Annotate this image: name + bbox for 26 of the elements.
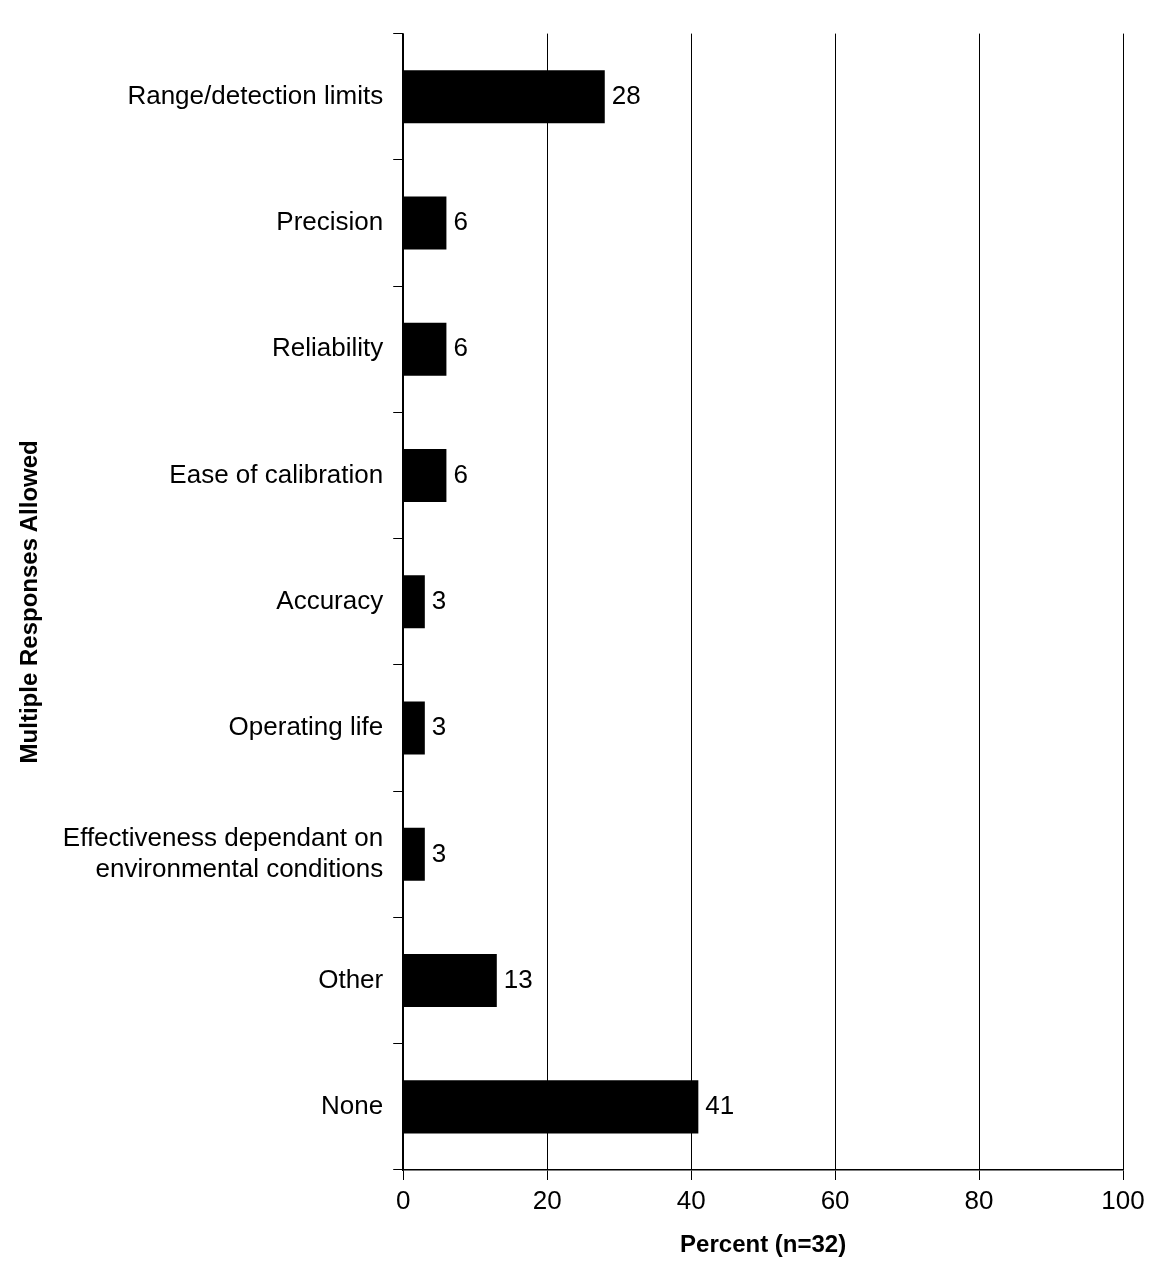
data-label: 6: [453, 458, 468, 489]
data-label: 13: [503, 963, 533, 994]
y-tick-label: Operating life: [228, 711, 384, 742]
data-label: 28: [611, 79, 641, 110]
y-tick-label: Precision: [276, 206, 384, 237]
y-tick-label: Reliability: [271, 332, 384, 363]
x-tick-label: 0: [396, 1184, 411, 1215]
y-tick-label: Ease of calibration: [169, 458, 384, 489]
x-tick-label: 60: [820, 1184, 850, 1215]
x-tick-label: 40: [676, 1184, 706, 1215]
data-label: 41: [705, 1090, 735, 1121]
x-tick-label: 80: [964, 1184, 994, 1215]
x-axis-title: Percent (n=32): [680, 1230, 847, 1258]
data-label: 3: [431, 584, 447, 615]
x-tick-label: 20: [532, 1184, 562, 1215]
y-tick-label: Effectiveness dependant on environmental conditions: [62, 821, 384, 884]
y-tick-label: Range/detection limits: [127, 79, 384, 110]
data-label: 3: [431, 837, 447, 868]
x-tick-label: 100: [1101, 1184, 1145, 1215]
data-label: 6: [453, 332, 468, 363]
y-tick-label: Accuracy: [276, 584, 384, 615]
y-tick-label: None: [321, 1090, 384, 1121]
data-label: 3: [431, 711, 447, 742]
data-label: 6: [453, 206, 468, 237]
y-tick-label: Other: [318, 963, 384, 994]
y-axis-title: Multiple Responses Allowed: [15, 440, 43, 764]
